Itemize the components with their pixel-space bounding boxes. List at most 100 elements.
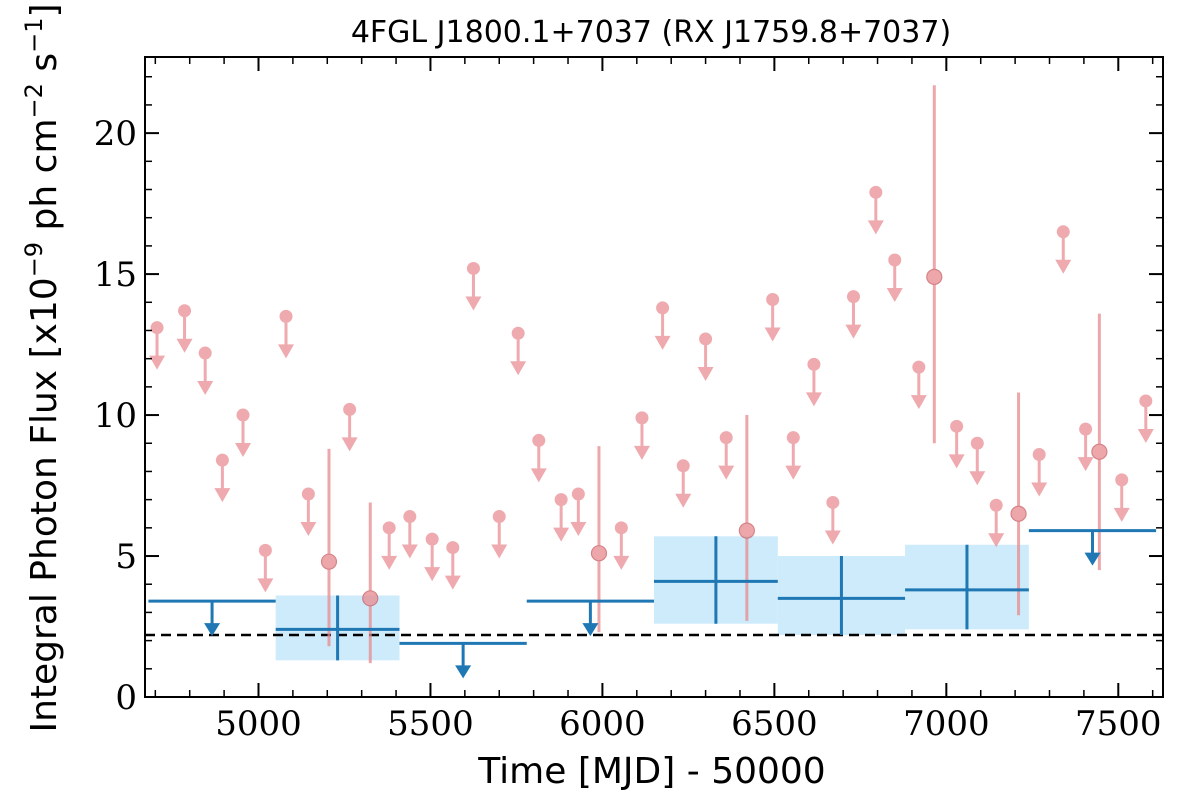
upper-limit-marker: [1115, 473, 1129, 487]
short-upper-limit: [235, 408, 252, 458]
x-axis-ticks: 5000 5500 6000 6500 7000 7500: [154, 57, 1162, 744]
y-tick-label: 0: [115, 678, 137, 718]
upper-limit-arrow-head: [570, 522, 587, 537]
upper-limit-marker: [492, 510, 506, 524]
upper-limit-marker: [215, 453, 229, 467]
upper-limit-arrow-head: [845, 324, 862, 339]
x-tick-label: 5500: [387, 704, 474, 744]
short-upper-limit: [675, 459, 692, 508]
short-upper-limit: [257, 543, 274, 593]
upper-limit-marker: [719, 431, 733, 445]
plot-border: [144, 56, 1164, 698]
long-upper-limit-arrow-head: [1084, 552, 1101, 566]
y-axis-label-exp-3: −1: [20, 18, 48, 53]
y-axis-ticks: 0 5 10 15 20: [94, 75, 1163, 718]
upper-limit-marker: [554, 493, 568, 507]
plot-area: [145, 85, 1163, 679]
short-upper-limit: [988, 498, 1005, 548]
short-upper-limit: [886, 253, 903, 302]
upper-limit-marker: [656, 301, 670, 315]
upper-limit-marker: [970, 436, 984, 450]
upper-limit-arrow-head: [697, 366, 714, 381]
upper-limit-marker: [178, 304, 192, 318]
detection-marker: [1010, 505, 1027, 522]
short-upper-limit: [785, 431, 802, 480]
upper-limit-marker: [236, 408, 250, 422]
upper-limit-marker: [786, 431, 800, 445]
short-upper-limit: [697, 332, 714, 381]
upper-limit-arrow-head: [424, 567, 441, 582]
upper-limit-arrow-head: [444, 575, 461, 590]
upper-limit-marker: [1056, 225, 1070, 239]
upper-limit-marker: [403, 510, 417, 524]
detection-marker: [926, 268, 943, 286]
long-upper-limit-arrow-head: [455, 665, 472, 679]
upper-limit-arrow-head: [1055, 259, 1072, 274]
upper-limit-marker: [989, 498, 1003, 512]
short-detection: [1091, 313, 1108, 571]
upper-limit-arrow-head: [969, 471, 986, 486]
short-upper-limit: [718, 431, 735, 480]
short-upper-limit: [969, 436, 986, 486]
y-axis-label-exp-1: −9: [20, 242, 48, 277]
short-upper-limit: [491, 510, 508, 559]
upper-limit-marker: [1032, 448, 1046, 462]
short-detection: [320, 448, 338, 647]
short-detection: [1010, 392, 1027, 616]
upper-limit-arrow-head: [214, 488, 231, 503]
y-tick-label: 10: [94, 396, 137, 436]
short-detection: [590, 446, 608, 633]
short-upper-limit: [1113, 473, 1130, 522]
upper-limit-arrow-head: [149, 355, 166, 370]
upper-limit-marker: [869, 185, 883, 199]
upper-limit-marker: [1079, 422, 1093, 436]
upper-limit-marker: [466, 261, 480, 275]
short-upper-limit: [510, 326, 527, 376]
y-axis-label-part-b: ph cm: [24, 118, 65, 241]
upper-limit-arrow-head: [300, 522, 317, 537]
long-detection: [275, 595, 400, 661]
long-upper-limit-arrow-head: [582, 623, 599, 637]
upper-limit-marker: [198, 346, 212, 360]
upper-limit-marker: [614, 521, 628, 535]
short-upper-limit: [214, 453, 231, 503]
x-tick-label: 5000: [215, 704, 302, 744]
upper-limit-arrow-head: [235, 443, 252, 458]
short-upper-limit: [381, 521, 398, 570]
short-upper-limit: [530, 433, 547, 483]
detection-marker: [738, 522, 755, 539]
upper-limit-marker: [766, 292, 780, 306]
short-upper-limit: [654, 301, 671, 350]
short-upper-limit: [278, 309, 295, 359]
upper-limit-arrow-head: [633, 445, 650, 460]
x-tick-label: 7000: [903, 704, 990, 744]
upper-limit-marker: [635, 411, 649, 425]
upper-limit-arrow-head: [824, 530, 841, 545]
upper-limit-arrow-head: [805, 392, 822, 407]
short-detection: [926, 85, 943, 444]
x-tick-label: 7500: [1075, 704, 1162, 744]
upper-limit-marker: [532, 433, 546, 447]
x-tick-label: 6000: [559, 704, 646, 744]
upper-limit-arrow-head: [278, 344, 295, 359]
long-upper-limit-arrow-head: [204, 623, 221, 637]
upper-limit-marker: [301, 487, 315, 501]
upper-limit-marker: [676, 459, 690, 473]
x-tick-label: 6500: [731, 704, 818, 744]
upper-limit-arrow-head: [197, 381, 214, 396]
upper-limit-marker: [425, 532, 439, 546]
upper-limit-marker: [343, 402, 357, 416]
detection-marker: [590, 545, 608, 562]
upper-limit-marker: [1139, 394, 1153, 408]
short-detection: [362, 502, 379, 664]
short-upper-limit: [401, 510, 418, 559]
short-upper-limit: [1077, 422, 1094, 472]
upper-limit-marker: [150, 321, 164, 335]
short-upper-limit: [444, 541, 461, 590]
short-upper-limit: [764, 292, 781, 342]
y-axis-label-part-c: s: [24, 53, 65, 83]
detection-marker: [362, 590, 379, 607]
upper-limit-marker: [571, 487, 585, 501]
short-upper-limit: [824, 495, 841, 545]
